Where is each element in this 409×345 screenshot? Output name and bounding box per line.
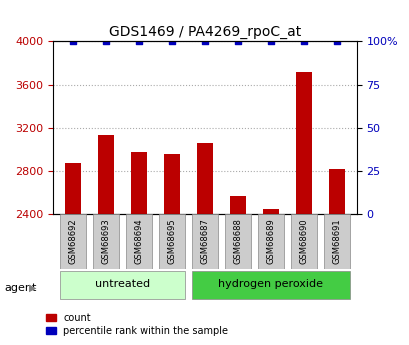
Text: GSM68687: GSM68687 <box>200 219 209 264</box>
Point <box>135 39 142 44</box>
Point <box>300 39 306 44</box>
Bar <box>196 143 213 214</box>
FancyBboxPatch shape <box>191 214 218 269</box>
FancyBboxPatch shape <box>257 214 283 269</box>
FancyBboxPatch shape <box>158 214 185 269</box>
Bar <box>295 71 311 214</box>
Text: hydrogen peroxide: hydrogen peroxide <box>218 279 323 289</box>
Legend: count, percentile rank within the sample: count, percentile rank within the sample <box>46 313 228 336</box>
Text: GSM68689: GSM68689 <box>266 219 275 264</box>
Text: GSM68692: GSM68692 <box>68 219 77 264</box>
Text: GSM68688: GSM68688 <box>233 219 242 264</box>
FancyBboxPatch shape <box>323 214 349 269</box>
Bar <box>163 154 180 214</box>
FancyBboxPatch shape <box>60 214 86 269</box>
Text: untreated: untreated <box>95 279 150 289</box>
Text: GSM68695: GSM68695 <box>167 219 176 264</box>
Text: GSM68690: GSM68690 <box>299 219 308 264</box>
Point <box>169 39 175 44</box>
FancyBboxPatch shape <box>290 214 316 269</box>
Point <box>201 39 208 44</box>
FancyBboxPatch shape <box>93 214 119 269</box>
Text: GSM68691: GSM68691 <box>332 219 341 264</box>
Text: agent: agent <box>4 283 36 293</box>
Title: GDS1469 / PA4269_rpoC_at: GDS1469 / PA4269_rpoC_at <box>109 25 300 39</box>
Bar <box>328 169 344 214</box>
Point <box>70 39 76 44</box>
Text: GSM68693: GSM68693 <box>101 219 110 264</box>
Point <box>103 39 109 44</box>
FancyBboxPatch shape <box>191 270 349 298</box>
Bar <box>229 196 246 214</box>
Bar <box>130 152 147 214</box>
Bar <box>98 135 114 214</box>
FancyBboxPatch shape <box>60 270 185 298</box>
FancyBboxPatch shape <box>224 214 251 269</box>
Bar <box>262 208 279 214</box>
Point <box>267 39 274 44</box>
Text: GSM68694: GSM68694 <box>134 219 143 264</box>
Bar <box>65 163 81 214</box>
Text: ▶: ▶ <box>29 283 36 293</box>
Point <box>234 39 240 44</box>
Point <box>333 39 339 44</box>
FancyBboxPatch shape <box>126 214 152 269</box>
